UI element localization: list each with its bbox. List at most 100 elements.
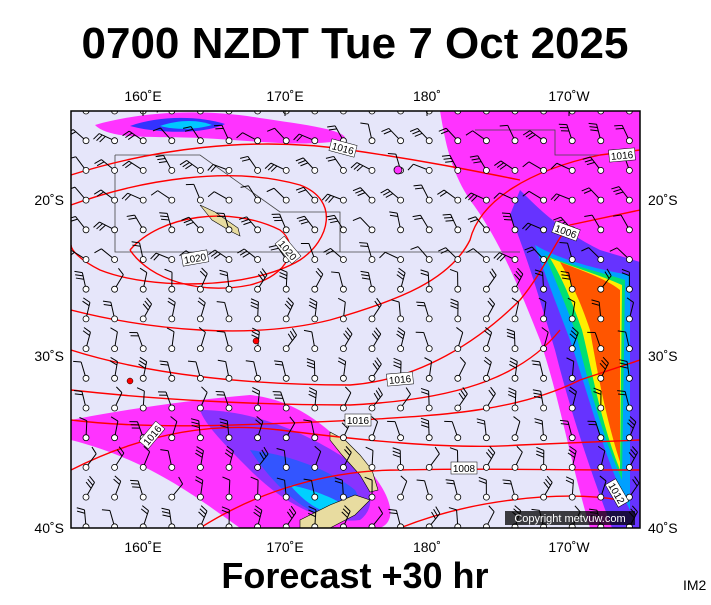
barb-station — [312, 405, 318, 411]
barb-station — [483, 346, 489, 352]
barb-station — [512, 227, 518, 233]
barb-station — [112, 435, 118, 441]
barb-station — [283, 524, 289, 530]
barb-feather — [446, 93, 454, 94]
barb-station — [541, 405, 547, 411]
barb-station — [226, 375, 232, 381]
barb-feather — [102, 510, 110, 511]
barb-station — [140, 524, 146, 530]
barb-station — [197, 167, 203, 173]
barb-station — [140, 316, 146, 322]
barb-station — [426, 346, 432, 352]
barb-station — [140, 257, 146, 263]
lat-label: 30˚S — [648, 348, 678, 364]
barb-station — [369, 375, 375, 381]
barb-station — [112, 524, 118, 530]
barb-station — [541, 375, 547, 381]
barb-feather — [411, 105, 417, 110]
barb-station — [169, 167, 175, 173]
barb-station — [626, 257, 632, 263]
barb-station — [512, 494, 518, 500]
isobar-label-text: 1016 — [389, 374, 413, 387]
barb-station — [598, 435, 604, 441]
barb-station — [369, 494, 375, 500]
barb-station — [312, 138, 318, 144]
barb-station — [541, 167, 547, 173]
barb-station — [455, 494, 461, 500]
barb-feather — [502, 213, 510, 214]
barb-station — [626, 286, 632, 292]
barb-station — [483, 227, 489, 233]
barb-feather — [390, 100, 398, 101]
barb-station — [598, 167, 604, 173]
barb-station — [598, 197, 604, 203]
barb-station — [226, 464, 232, 470]
barb-station — [426, 464, 432, 470]
barb-feather — [214, 125, 222, 126]
barb-station — [197, 197, 203, 203]
barb-station — [626, 167, 632, 173]
island — [253, 338, 259, 344]
barb-station — [83, 405, 89, 411]
barb-station — [226, 524, 232, 530]
barb-station — [569, 257, 575, 263]
barb-station — [112, 197, 118, 203]
barb-station — [626, 405, 632, 411]
barb-station — [83, 227, 89, 233]
barb-station — [255, 257, 261, 263]
barb-station — [226, 435, 232, 441]
barb-station — [226, 138, 232, 144]
barb-station — [398, 316, 404, 322]
barb-station — [255, 316, 261, 322]
island — [394, 166, 402, 174]
barb-feather — [467, 99, 474, 102]
barb-station — [197, 405, 203, 411]
barb-station — [283, 346, 289, 352]
barb-station — [169, 257, 175, 263]
barb-station — [226, 346, 232, 352]
barb-station — [140, 197, 146, 203]
barb-station — [483, 316, 489, 322]
barb-station — [197, 227, 203, 233]
barb-station — [340, 227, 346, 233]
barb-station — [426, 435, 432, 441]
barb-station — [483, 435, 489, 441]
barb-station — [283, 375, 289, 381]
barb-station — [598, 227, 604, 233]
barb-station — [83, 286, 89, 292]
barb-station — [541, 257, 547, 263]
barb-station — [455, 375, 461, 381]
barb-station — [169, 524, 175, 530]
barb-station — [569, 167, 575, 173]
barb-station — [512, 346, 518, 352]
isobar-label: 1008 — [451, 462, 477, 475]
barb-staff — [615, 103, 630, 111]
barb-station — [312, 257, 318, 263]
barb-station — [426, 375, 432, 381]
barb-station — [340, 405, 346, 411]
barb-feather — [417, 480, 425, 481]
barb-station — [426, 405, 432, 411]
barb-station — [569, 197, 575, 203]
barb-station — [512, 167, 518, 173]
barb-station — [169, 197, 175, 203]
barb-station — [255, 286, 261, 292]
lon-label: 160˚E — [124, 539, 161, 555]
barb-station — [312, 346, 318, 352]
barb-station — [255, 464, 261, 470]
barb-station — [455, 316, 461, 322]
barb-station — [541, 286, 547, 292]
barb-station — [169, 464, 175, 470]
barb-station — [112, 286, 118, 292]
barb-station — [598, 286, 604, 292]
barb-station — [541, 464, 547, 470]
barb-station — [626, 375, 632, 381]
barb-station — [197, 494, 203, 500]
lon-label: 180˚ — [413, 539, 441, 555]
barb-station — [226, 286, 232, 292]
barb-station — [140, 405, 146, 411]
barb-station — [483, 494, 489, 500]
barb-feather — [359, 243, 367, 244]
barb-station — [426, 494, 432, 500]
